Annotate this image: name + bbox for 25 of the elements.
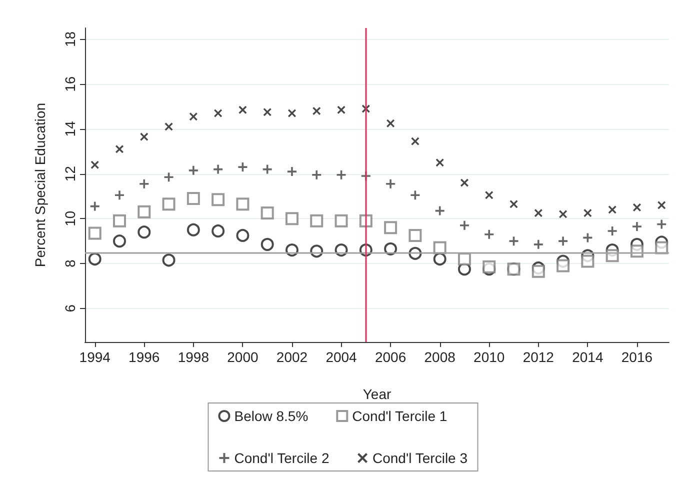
x-tick-label: 2008 <box>424 349 456 365</box>
x-tick-label: 2016 <box>621 349 653 365</box>
legend-label: Below 8.5% <box>234 408 308 424</box>
y-tick-label: 18 <box>62 31 78 48</box>
x-tick-label: 2002 <box>276 349 308 365</box>
y-tick-label: 12 <box>62 166 78 182</box>
x-tick-label: 1996 <box>128 349 160 365</box>
y-tick-label: 16 <box>62 76 78 92</box>
y-axis-title: Percent Special Education <box>32 102 48 268</box>
x-tick-label: 1998 <box>178 349 210 365</box>
y-tick-label: 8 <box>62 259 78 268</box>
x-tick-label: 2014 <box>572 349 604 365</box>
legend-label: Cond'l Tercile 2 <box>234 450 330 466</box>
x-tick-label: 2000 <box>227 349 258 365</box>
y-tick-label: 6 <box>62 304 78 312</box>
legend-label: Cond'l Tercile 3 <box>372 450 468 466</box>
x-tick-label: 2010 <box>474 349 505 365</box>
x-tick-label: 2006 <box>374 349 406 365</box>
y-tick-label: 10 <box>62 210 78 226</box>
x-tick-label: 1994 <box>79 349 111 365</box>
x-axis-title: Year <box>362 386 392 402</box>
x-tick-label: 2004 <box>326 349 358 365</box>
x-tick-label: 2012 <box>522 349 554 365</box>
y-tick-label: 14 <box>62 120 78 137</box>
legend-label: Cond'l Tercile 1 <box>352 408 448 424</box>
